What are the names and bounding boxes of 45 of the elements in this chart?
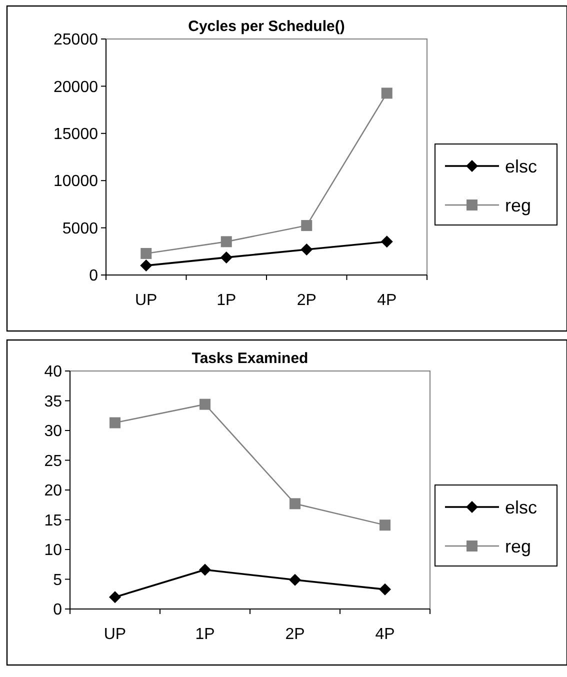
point bbox=[140, 260, 152, 272]
point bbox=[380, 520, 390, 531]
y-tick-label: 10000 bbox=[54, 173, 98, 190]
y-tick-label: 25 bbox=[44, 452, 62, 470]
point bbox=[200, 398, 210, 410]
y-tick-label: 0 bbox=[89, 268, 98, 285]
x-tick-label: 4P bbox=[377, 292, 397, 309]
point bbox=[380, 236, 393, 248]
point bbox=[140, 248, 152, 259]
point bbox=[109, 591, 121, 604]
point bbox=[381, 88, 392, 99]
y-tick-label: 15 bbox=[44, 512, 62, 530]
point bbox=[110, 417, 120, 428]
x-tick-label: 1P bbox=[216, 292, 236, 309]
x-tick-label: UP bbox=[104, 626, 126, 643]
point bbox=[290, 498, 300, 510]
legend-label: elsc bbox=[505, 156, 538, 176]
point bbox=[220, 236, 232, 248]
x-tick-label: UP bbox=[135, 292, 158, 309]
point bbox=[300, 244, 313, 256]
chart-title: Cycles per Schedule() bbox=[188, 18, 345, 35]
x-tick-label: 1P bbox=[195, 626, 215, 643]
point bbox=[379, 583, 391, 596]
y-tick-label: 20000 bbox=[54, 78, 98, 96]
point bbox=[220, 251, 232, 264]
y-tick-label: 0 bbox=[53, 602, 62, 619]
legend-label: reg bbox=[505, 195, 532, 216]
y-tick-label: 30 bbox=[44, 423, 62, 440]
y-tick-label: 40 bbox=[44, 364, 62, 381]
y-tick-label: 25000 bbox=[54, 32, 98, 49]
y-tick-label: 10 bbox=[44, 542, 62, 560]
legend-label: elsc bbox=[505, 497, 538, 518]
y-tick-label: 5 bbox=[53, 572, 62, 589]
x-tick-label: 4P bbox=[375, 626, 395, 643]
x-tick-label: 2P bbox=[285, 626, 305, 643]
y-tick-label: 20 bbox=[44, 482, 62, 500]
y-tick-label: 35 bbox=[44, 393, 62, 410]
legend-label: reg bbox=[505, 536, 532, 556]
x-tick-label: 2P bbox=[296, 292, 316, 309]
chart-title: Tasks Examined bbox=[192, 350, 308, 367]
y-tick-label: 5000 bbox=[62, 220, 98, 238]
point bbox=[199, 564, 211, 576]
y-tick-label: 15000 bbox=[54, 126, 98, 143]
point bbox=[301, 220, 312, 232]
point bbox=[289, 574, 301, 586]
